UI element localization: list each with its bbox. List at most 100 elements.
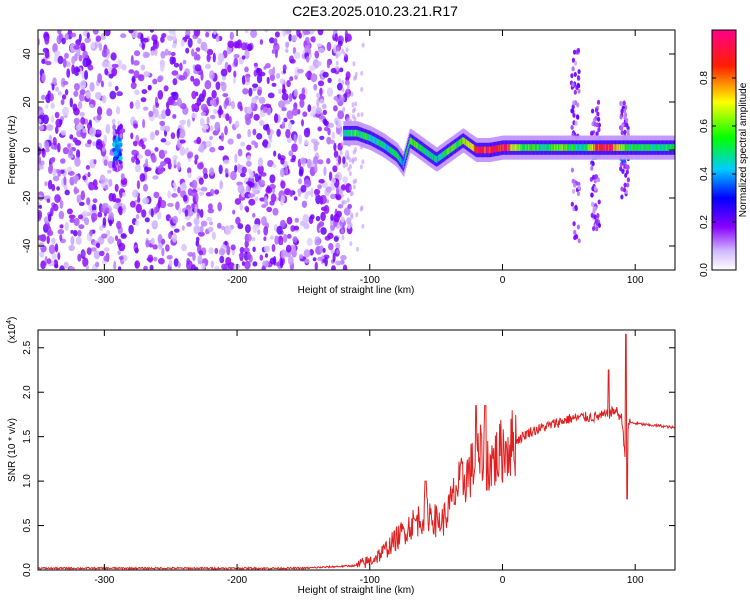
spectrogram-ridge-core [442,151,445,159]
spectrogram-noise-cell [200,71,204,81]
spectrogram-noise-cell [63,261,69,269]
spectrogram-noise-cell [309,112,314,117]
spectrogram-burst-cell [574,204,578,210]
spectrogram-noise-cell [302,214,310,224]
spectrogram-noise-cell [361,223,365,229]
spectrogram-noise-cell [46,258,52,264]
spectrogram-noise-cell [246,251,251,261]
spectrogram-noise-cell [59,234,63,242]
spectrogram-noise-cell [179,146,186,156]
spectrogram-noise-cell [104,184,109,191]
spectrogram-noise-cell [280,259,284,269]
spectrogram-noise-cell [286,110,294,120]
spectrogram-noise-cell [82,57,89,68]
spectrogram-ridge-core [611,144,614,151]
spectrogram-burst-cell [119,155,123,161]
spectrogram-noise-cell [261,265,266,270]
spectrogram-noise-cell [194,154,199,160]
spectrogram-noise-cell [59,265,65,270]
spectrogram-noise-cell [57,229,65,235]
spectrogram-noise-cell [322,103,326,109]
spectrogram-noise-cell [157,164,164,175]
spectrogram-noise-cell [276,225,283,235]
spectrogram-noise-cell [273,150,277,157]
spectrogram-noise-cell [310,214,315,220]
spectrogram-noise-cell [272,208,279,216]
spectrogram-noise-cell [167,96,174,106]
spectrogram-noise-cell [92,141,97,147]
spectrogram-noise-cell [359,164,363,170]
spectrogram-noise-cell [168,231,172,240]
spectrogram-noise-cell [346,83,350,89]
spectrogram-noise-cell [117,266,122,270]
spectrogram-noise-cell [304,44,309,54]
spectrogram-noise-cell [50,102,55,109]
spectrogram-noise-cell [97,211,103,218]
spectrogram-noise-cell [342,264,348,270]
spectrogram-burst-cell [626,182,630,188]
spectrogram-noise-cell [313,144,318,152]
spectrogram-noise-cell [240,141,246,147]
spectrogram-noise-cell [196,187,201,192]
snr-xtick-label: 0 [500,575,506,586]
spectrogram-noise-cell [310,187,314,198]
spectrogram-noise-cell [41,148,46,158]
spectrogram-noise-cell [51,237,56,244]
spectrogram-noise-cell [44,181,48,187]
spectrogram-noise-cell [346,116,350,122]
spectrogram-noise-cell [90,184,96,190]
spectrogram-noise-cell [347,204,353,209]
spectrogram-noise-cell [264,196,268,206]
spectrogram-noise-cell [187,167,192,175]
spectrogram-burst-cell [574,60,578,66]
spectrogram-burst-cell [113,166,118,172]
spectrogram-noise-cell [293,196,298,201]
spectrogram-noise-cell [66,166,72,172]
spectrogram-noise-cell [68,266,76,270]
spectrogram-noise-cell [334,33,338,42]
spectrogram-ridge-core [383,142,386,150]
spectrogram-noise-cell [93,159,97,165]
spectrogram-noise-cell [252,261,258,267]
spectrogram-noise-cell [317,256,323,261]
spectrogram-noise-cell [205,31,210,38]
spectrogram-noise-cell [234,153,238,164]
spectrogram-noise-cell [225,97,229,106]
spectrogram-noise-cell [269,73,275,82]
spectrogram-noise-cell [234,198,242,205]
spectrogram-ridge-core [621,144,623,151]
spectrogram-noise-cell [265,186,273,194]
spectrogram-noise-cell [212,52,216,63]
spectrogram-noise-cell [274,262,282,267]
spectrogram-noise-cell [173,62,180,68]
spectrogram-ridge-core [495,145,497,153]
spectrogram-noise-cell [272,66,276,76]
spectrogram-noise-cell [209,146,216,153]
spectrogram-noise-cell [166,35,174,41]
spectrogram-noise-cell [292,47,297,55]
spectrogram-noise-cell [274,235,279,245]
spectrogram-noise-cell [187,151,194,159]
spectrogram-noise-cell [293,88,298,97]
spectrogram-burst-cell [596,99,601,105]
spectrogram-noise-cell [349,241,353,247]
spectrogram-noise-cell [274,31,280,38]
spectrogram-noise-cell [236,133,242,140]
spectrogram-ridge-core [521,144,524,151]
spectrogram-noise-cell [177,261,181,269]
spectrogram-burst-cell [590,131,594,136]
spectrogram-noise-cell [40,160,45,166]
spectrogram-noise-cell [294,217,299,223]
spectrogram-noise-cell [135,158,141,166]
spectrogram-noise-cell [225,173,229,178]
spectrogram-ridge-core [344,129,347,137]
spectrogram-noise-cell [361,159,365,165]
spectrogram-noise-cell [267,160,274,167]
spectrogram-noise-cell [134,260,140,269]
snr-xtick-label: -300 [94,575,114,586]
spectrogram-noise-cell [291,154,297,161]
spectrogram-noise-cell [237,223,244,230]
spectrogram-noise-cell [187,38,193,48]
spectrogram-noise-cell [164,150,168,155]
spectrogram-burst-cell [573,229,577,235]
